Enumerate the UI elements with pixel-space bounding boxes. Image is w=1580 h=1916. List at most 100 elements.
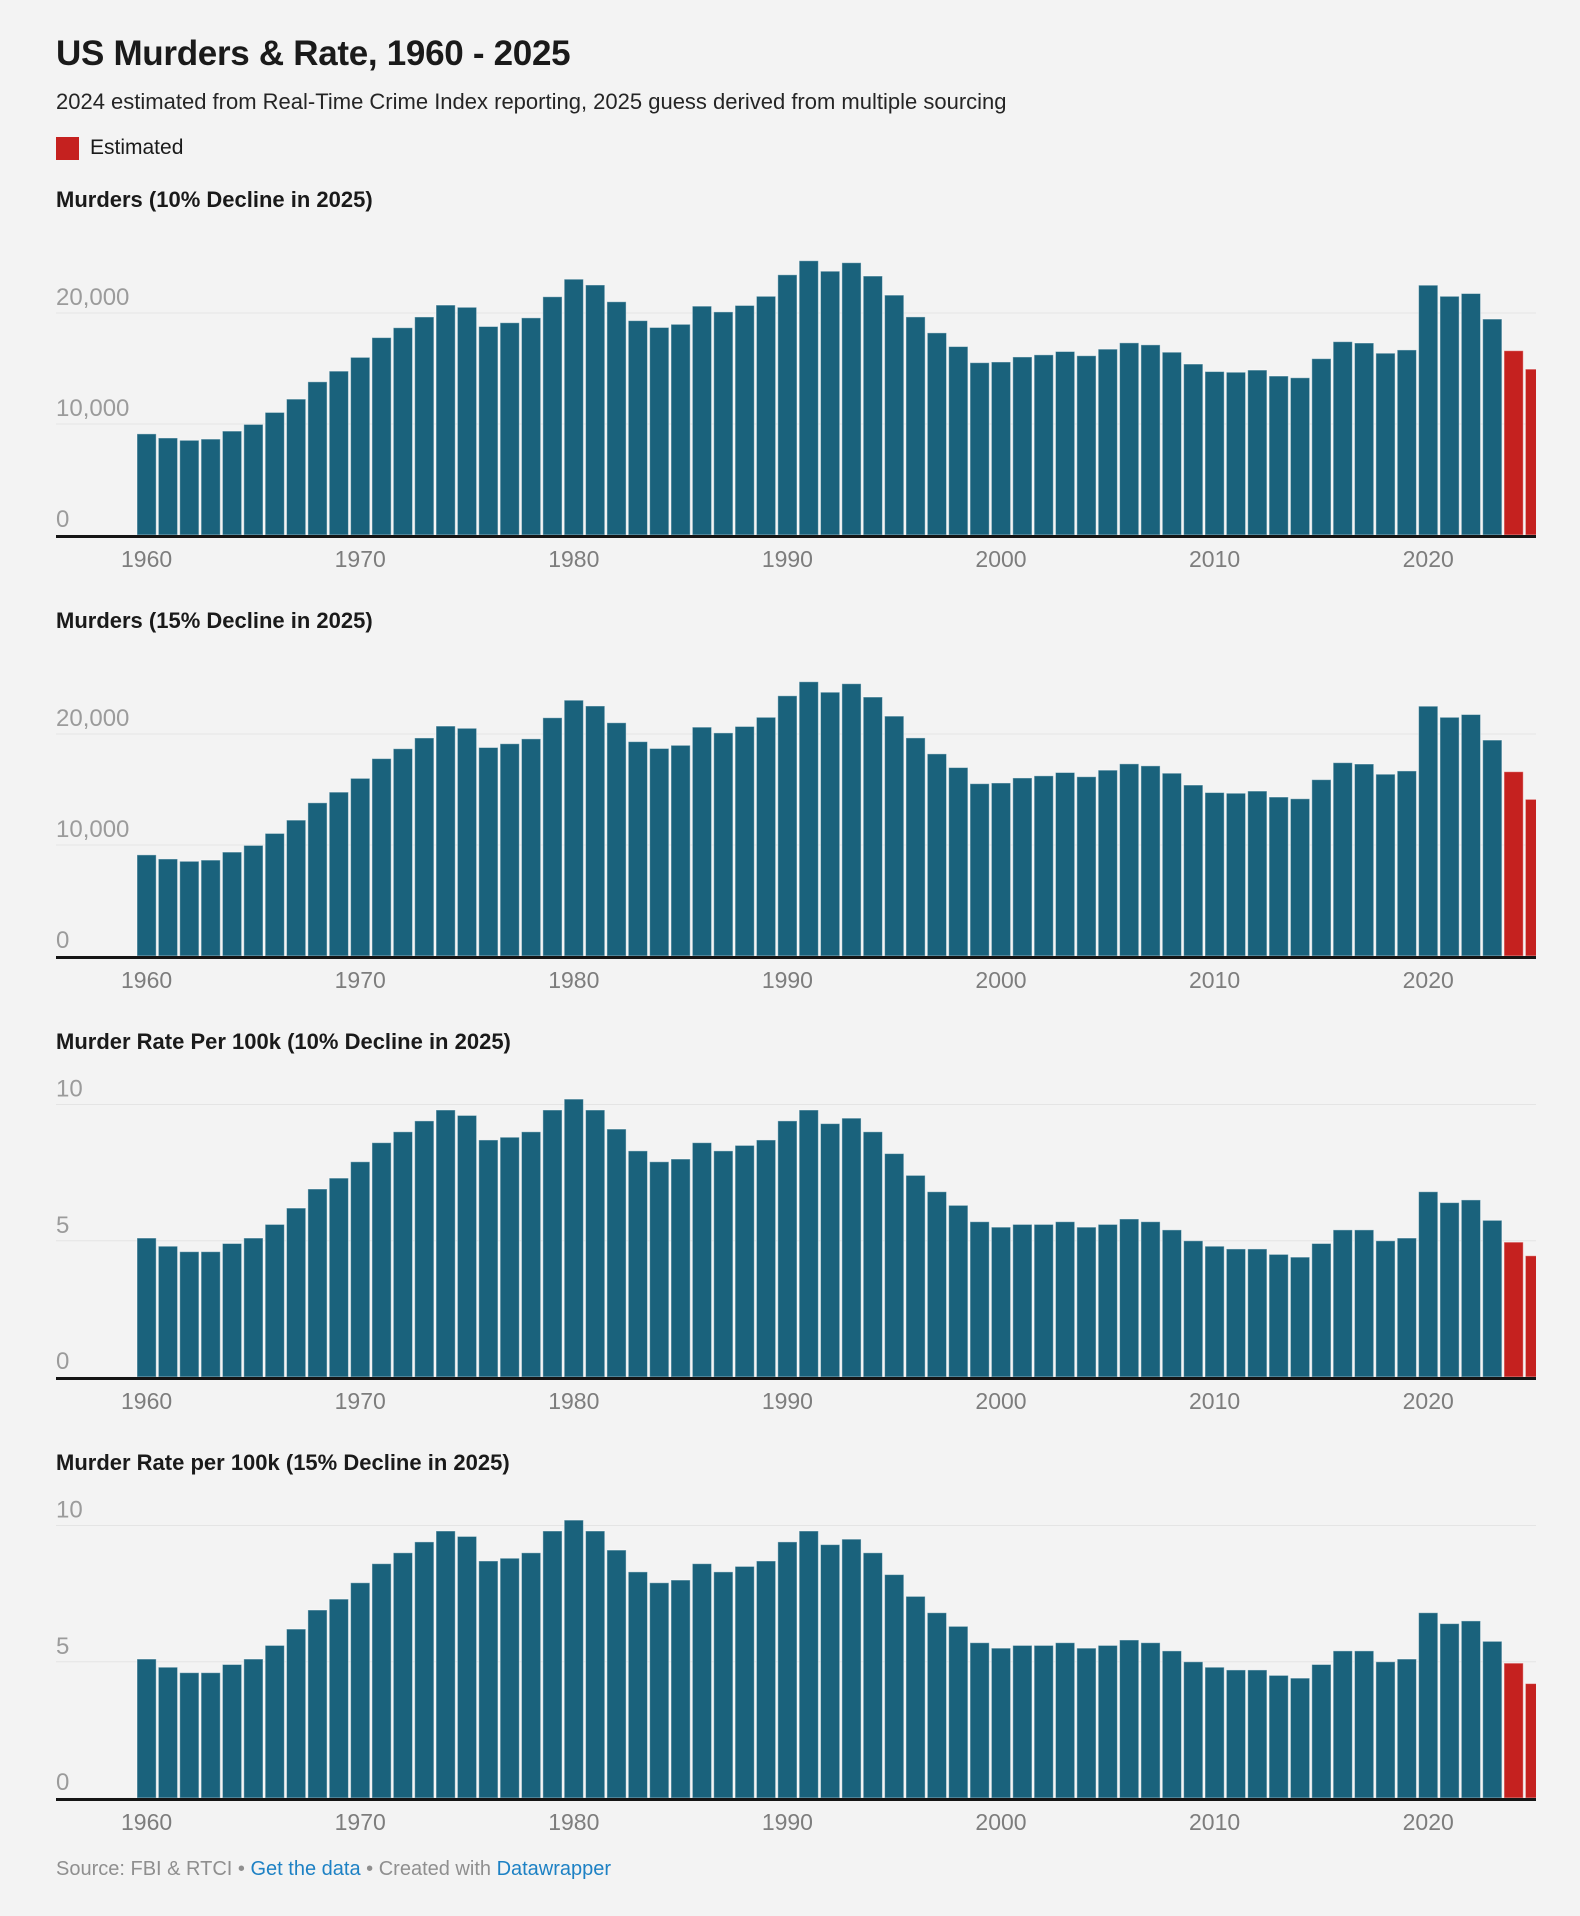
- bar-1997[interactable]: [926, 1191, 948, 1378]
- bar-2010[interactable]: [1204, 1666, 1225, 1799]
- bar-2017[interactable]: [1354, 1229, 1375, 1378]
- bar-1971[interactable]: [371, 337, 392, 536]
- bar-2013[interactable]: [1268, 375, 1289, 536]
- bar-1968[interactable]: [307, 802, 328, 957]
- bar-1974[interactable]: [435, 1530, 456, 1799]
- bar-2003[interactable]: [1054, 351, 1076, 536]
- bar-1995[interactable]: [884, 1153, 905, 1378]
- bar-1976[interactable]: [478, 747, 499, 957]
- bar-1972[interactable]: [392, 1552, 414, 1799]
- bar-1991[interactable]: [798, 1109, 819, 1378]
- bar-2025[interactable]: [1524, 368, 1536, 536]
- bar-2008[interactable]: [1161, 772, 1182, 957]
- bar-1986[interactable]: [691, 1563, 713, 1799]
- bar-2023[interactable]: [1482, 318, 1503, 536]
- bar-2001[interactable]: [1012, 356, 1033, 536]
- bar-1988[interactable]: [734, 725, 755, 957]
- bar-1994[interactable]: [862, 275, 883, 536]
- bar-1990[interactable]: [777, 1541, 798, 1799]
- bar-1964[interactable]: [221, 851, 243, 957]
- bar-1981[interactable]: [585, 1109, 606, 1378]
- bar-1995[interactable]: [884, 294, 905, 536]
- bar-1991[interactable]: [798, 1530, 819, 1799]
- bar-1990[interactable]: [777, 695, 798, 957]
- bar-2007[interactable]: [1140, 1221, 1161, 1378]
- bar-1975[interactable]: [456, 306, 478, 536]
- bar-2013[interactable]: [1268, 1253, 1289, 1378]
- bar-2007[interactable]: [1140, 344, 1161, 536]
- bar-1983[interactable]: [627, 1150, 648, 1378]
- bar-1996[interactable]: [905, 1595, 926, 1799]
- bar-1975[interactable]: [456, 727, 478, 957]
- bar-1984[interactable]: [649, 747, 670, 957]
- bar-1984[interactable]: [649, 1161, 670, 1378]
- bar-1972[interactable]: [392, 748, 414, 957]
- bar-2022[interactable]: [1460, 293, 1482, 536]
- bar-1994[interactable]: [862, 696, 883, 957]
- bar-1998[interactable]: [948, 346, 969, 536]
- bar-2020[interactable]: [1418, 705, 1439, 957]
- bar-2024[interactable]: [1503, 1241, 1524, 1378]
- bar-1993[interactable]: [841, 683, 862, 957]
- bar-1996[interactable]: [905, 316, 926, 536]
- bar-1965[interactable]: [243, 1658, 264, 1799]
- bar-1985[interactable]: [670, 1579, 691, 1799]
- bar-1988[interactable]: [734, 1144, 755, 1378]
- bar-2000[interactable]: [990, 361, 1012, 536]
- bar-1970[interactable]: [350, 356, 371, 536]
- bar-1986[interactable]: [691, 305, 713, 536]
- bar-2001[interactable]: [1012, 1644, 1033, 1799]
- bar-1960[interactable]: [136, 433, 157, 536]
- bar-2002[interactable]: [1033, 354, 1054, 536]
- bar-2018[interactable]: [1375, 1661, 1396, 1799]
- bar-1966[interactable]: [264, 1223, 285, 1378]
- bar-1992[interactable]: [820, 691, 841, 957]
- bar-1992[interactable]: [820, 1544, 841, 1799]
- bar-2000[interactable]: [990, 1226, 1012, 1378]
- bar-2004[interactable]: [1076, 355, 1097, 536]
- bar-1977[interactable]: [499, 1136, 520, 1378]
- bar-1970[interactable]: [350, 777, 371, 957]
- bar-2003[interactable]: [1054, 1221, 1076, 1378]
- bar-1970[interactable]: [350, 1582, 371, 1799]
- bar-2006[interactable]: [1119, 763, 1140, 957]
- bar-1962[interactable]: [179, 860, 200, 957]
- bar-2025[interactable]: [1524, 798, 1536, 957]
- bar-2012[interactable]: [1247, 369, 1268, 536]
- bar-2009[interactable]: [1183, 784, 1204, 957]
- bar-1988[interactable]: [734, 1565, 755, 1799]
- bar-2012[interactable]: [1247, 1248, 1268, 1378]
- bar-1976[interactable]: [478, 1560, 499, 1799]
- bar-1991[interactable]: [798, 260, 819, 536]
- bar-1964[interactable]: [221, 430, 243, 536]
- bar-2014[interactable]: [1289, 1256, 1311, 1378]
- bar-2003[interactable]: [1054, 1642, 1076, 1799]
- bar-1973[interactable]: [414, 316, 435, 536]
- bar-2017[interactable]: [1354, 1650, 1375, 1799]
- bar-2013[interactable]: [1268, 1674, 1289, 1799]
- bar-1997[interactable]: [926, 753, 948, 957]
- bar-2015[interactable]: [1311, 358, 1332, 536]
- bar-1972[interactable]: [392, 1131, 414, 1378]
- bar-1971[interactable]: [371, 1563, 392, 1799]
- bar-2018[interactable]: [1375, 773, 1396, 957]
- bar-1969[interactable]: [328, 370, 349, 536]
- bar-2001[interactable]: [1012, 1223, 1033, 1378]
- bar-1960[interactable]: [136, 1237, 157, 1378]
- bar-2011[interactable]: [1225, 1669, 1247, 1799]
- bar-2002[interactable]: [1033, 1223, 1054, 1378]
- bar-2014[interactable]: [1289, 377, 1311, 536]
- bar-1975[interactable]: [456, 1535, 478, 1799]
- datawrapper-link[interactable]: Datawrapper: [496, 1858, 612, 1880]
- bar-2021[interactable]: [1439, 1623, 1460, 1799]
- bar-1981[interactable]: [585, 284, 606, 536]
- bar-1999[interactable]: [969, 783, 990, 957]
- bar-2017[interactable]: [1354, 763, 1375, 957]
- bar-1997[interactable]: [926, 1612, 948, 1799]
- bar-2019[interactable]: [1396, 349, 1417, 536]
- bar-1989[interactable]: [755, 1139, 777, 1378]
- bar-2015[interactable]: [1311, 779, 1332, 957]
- bar-1961[interactable]: [157, 858, 179, 957]
- bar-1968[interactable]: [307, 1188, 328, 1378]
- bar-2017[interactable]: [1354, 342, 1375, 536]
